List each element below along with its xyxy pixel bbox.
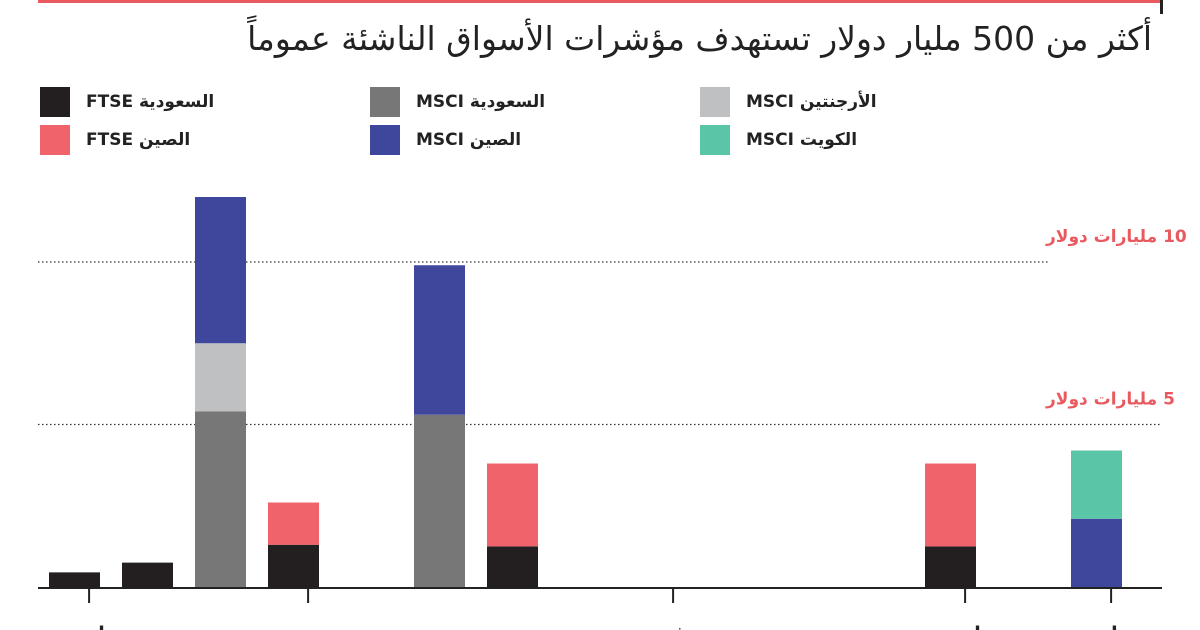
bar-segment-ftse-saudi (122, 562, 173, 587)
legend-item-msci-kuwait: الكويت MSCI (700, 125, 1000, 155)
x-tick-label: نوفمبر (640, 623, 705, 630)
bar-segment-msci-kuwait (1071, 450, 1122, 519)
x-tick-label: يونيو (284, 623, 331, 630)
legend-label: السعودية MSCI (416, 92, 546, 112)
legend-item-ftse-saudi: السعودية FTSE (40, 87, 340, 117)
legend-label: الصين FTSE (86, 130, 191, 150)
x-tick-label: مارس (937, 623, 993, 630)
legend-item-msci-china: الصين MSCI (370, 125, 670, 155)
bar-segment-ftse-china (925, 463, 976, 547)
bar-segment-msci-china (1071, 518, 1122, 587)
bar-segment-msci-china (195, 197, 246, 344)
chart-title: أكثر من 500 مليار دولار تستهدف مؤشرات ال… (247, 19, 1152, 58)
bar-segment-ftse-saudi (925, 546, 976, 587)
reference-line-label: 10 مليارات دولار (1045, 227, 1187, 247)
legend-swatch (40, 87, 70, 117)
legend-item-ftse-china: الصين FTSE (40, 125, 340, 155)
legend-item-msci-saudi: السعودية MSCI (370, 87, 670, 117)
bar-segment-ftse-saudi (49, 572, 100, 587)
legend-swatch (700, 87, 730, 117)
bar-segment-msci-china (414, 265, 465, 415)
bar-segment-ftse-saudi (268, 544, 319, 587)
bar-segment-msci-saudi (195, 411, 246, 587)
x-tick-label: مايو (1091, 623, 1130, 630)
top-rule-end-mark (1160, 0, 1163, 14)
reference-line-label: 5 مليارات دولار (1045, 390, 1175, 410)
x-tick-label: مارس (61, 623, 117, 630)
bar-segment-msci-saudi (414, 414, 465, 587)
bar-segment-ftse-saudi (487, 546, 538, 587)
legend-swatch (40, 125, 70, 155)
legend-swatch (370, 125, 400, 155)
legend-label: الكويت MSCI (746, 130, 858, 150)
legend-label: الأرجنتين MSCI (746, 92, 877, 112)
legend-label: الصين MSCI (416, 130, 522, 150)
bar-segment-ftse-china (487, 463, 538, 547)
top-accent-rule (38, 0, 1162, 3)
bar-segment-msci-argentina (195, 343, 246, 412)
legend-label: السعودية FTSE (86, 92, 215, 112)
legend-item-msci-argentina: الأرجنتين MSCI (700, 87, 1000, 117)
bar-segment-ftse-china (268, 502, 319, 545)
legend-swatch (700, 125, 730, 155)
legend-swatch (370, 87, 400, 117)
